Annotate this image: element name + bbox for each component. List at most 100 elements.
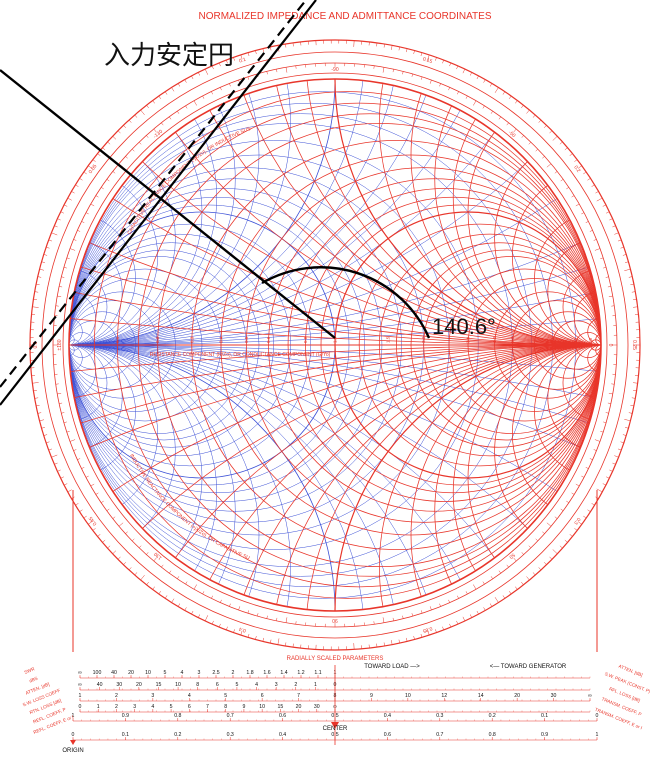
angle-tick <box>193 584 197 590</box>
angle-tick <box>193 100 197 106</box>
wavelength-tick <box>285 44 287 48</box>
impedance-reactance-arc <box>494 344 601 559</box>
wavelength-tick <box>152 586 155 590</box>
wavelength-tick <box>494 87 499 93</box>
angle-tick <box>528 545 532 549</box>
angle-tick <box>169 570 172 574</box>
admittance-reactance-arc <box>69 344 123 452</box>
wavelength-tick <box>171 598 175 603</box>
wavelength-tick <box>36 404 40 407</box>
admittance-reactance-arc <box>69 344 291 611</box>
scale-row-value: 1.1 <box>314 670 321 676</box>
wavelength-tick <box>140 109 145 116</box>
wavelength-tick <box>628 412 633 414</box>
scale-row-value: 2 <box>115 693 118 699</box>
scale-row-value: 0.9 <box>122 713 129 719</box>
wavelength-tick <box>177 83 181 87</box>
wavelength-tick <box>612 225 616 228</box>
wavelength-tick <box>532 572 536 576</box>
wavelength-tick <box>591 184 595 187</box>
wavelength-tick <box>609 469 613 472</box>
scale-row-value: 12 <box>441 693 447 699</box>
angle-tick <box>566 187 569 190</box>
wavelength-tick <box>476 610 479 615</box>
wavelength-tick-label: 0.25 <box>631 340 637 350</box>
angle-tick <box>603 267 607 269</box>
wavelength-tick <box>628 276 633 278</box>
wavelength-tick <box>391 45 393 50</box>
wavelength-tick <box>88 165 94 170</box>
wavelength-tick <box>102 147 106 151</box>
resistance-tick-label: 0.8 <box>303 336 308 343</box>
angle-tick <box>112 516 116 519</box>
wavelength-tick <box>515 586 518 590</box>
angle-tick <box>202 591 205 595</box>
angle-arc <box>261 266 431 339</box>
wavelength-tick <box>36 283 40 286</box>
wavelength-tick <box>521 581 524 585</box>
impedance-reactance-arc <box>534 344 601 479</box>
admittance-reactance-arc <box>69 344 260 611</box>
wavelength-tick <box>128 567 132 571</box>
angle-tick <box>546 522 552 527</box>
wavelength-tick <box>569 153 573 156</box>
angle-tick <box>77 458 81 460</box>
angle-tick <box>546 163 552 168</box>
scale-row-value: 0.2 <box>174 732 181 738</box>
wavelength-tick <box>285 642 287 646</box>
wavelength-tick <box>577 165 582 169</box>
toward-load-label: TOWARD LOAD —> <box>364 664 420 670</box>
wavelength-tick <box>596 197 603 202</box>
wavelength-tick <box>602 483 606 486</box>
angle-tick <box>521 135 524 138</box>
resistance-axis-label: RESISTANCE COMPONENT (R/Zo), OR CONDUCTA… <box>150 352 331 358</box>
wavelength-tick <box>34 397 39 399</box>
admittance-reactance-arc <box>69 344 203 611</box>
scale-row-value: 0.1 <box>541 713 548 719</box>
resistance-tick-label: 1.0 <box>333 336 338 343</box>
angle-tick <box>482 581 485 585</box>
wavelength-tick <box>191 610 194 615</box>
wavelength-tick <box>538 119 542 123</box>
wavelength-tick <box>71 191 75 194</box>
wavelength-tick <box>198 614 201 618</box>
angle-tick <box>276 69 278 73</box>
wavelength-tick <box>595 191 599 194</box>
wavelength-tick-label: 0.0 <box>33 341 39 348</box>
angle-tick <box>603 421 607 423</box>
scale-row-value: 7 <box>297 693 300 699</box>
wavelength-tick-label: 0.05 <box>88 163 99 175</box>
angle-tick <box>382 67 385 73</box>
angle-tick <box>528 141 532 145</box>
angle-tick <box>506 122 509 126</box>
admittance-reactance-arc <box>69 344 176 559</box>
scale-row-value: 10 <box>145 670 151 676</box>
wavelength-tick <box>57 218 61 221</box>
angle-tick <box>439 603 441 607</box>
wavelength-tick <box>43 254 48 256</box>
angle-tick <box>161 564 164 568</box>
scale-row-value: 5 <box>224 693 227 699</box>
wavelength-tick <box>538 567 542 571</box>
origin-label: ORIGIN <box>62 748 83 754</box>
scale-row-value: 2 <box>232 670 235 676</box>
wavelength-tick <box>521 105 524 109</box>
scale-row-value: 7 <box>206 704 209 710</box>
reflection-vector-line <box>0 69 336 339</box>
scale-row-value: 15 <box>156 682 162 688</box>
admittance-reactance-arc <box>69 131 176 346</box>
chart-title: NORMALIZED IMPEDANCE AND ADMITTANCE COOR… <box>199 11 492 22</box>
impedance-reactance-arc <box>562 268 601 346</box>
angle-tick <box>90 203 95 207</box>
admittance-reactance-arc <box>69 79 218 346</box>
angle-tick <box>247 610 250 614</box>
angle-tick <box>589 458 593 460</box>
admittance-reactance-arc <box>69 211 136 346</box>
wavelength-tick <box>502 91 506 95</box>
angle-tick <box>581 212 585 215</box>
wavelength-tick <box>620 246 624 249</box>
scale-row-value: 5 <box>235 682 238 688</box>
wavelength-tick <box>262 637 264 642</box>
wavelength-tick <box>630 404 634 407</box>
angle-tick-label: 50 <box>508 552 516 560</box>
